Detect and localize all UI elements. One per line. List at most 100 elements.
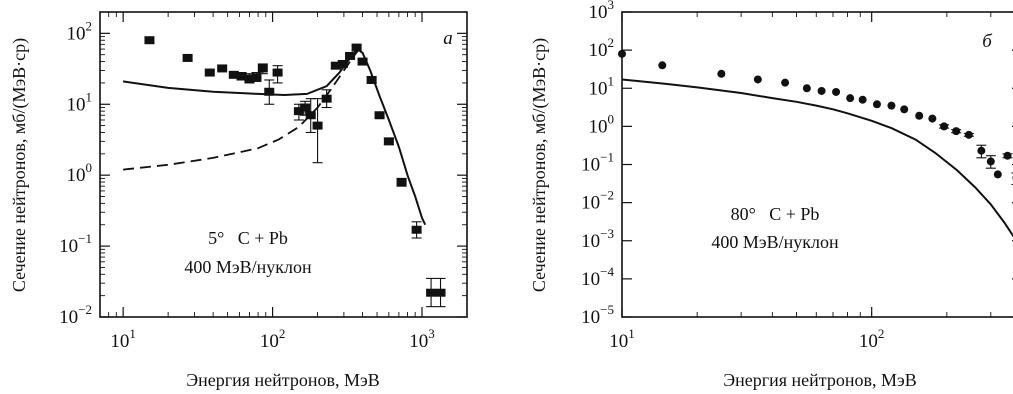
data-point <box>963 130 974 139</box>
square-marker <box>257 64 268 73</box>
circle-marker <box>993 170 1002 179</box>
y-tick-label: 10−1 <box>581 150 614 176</box>
square-marker <box>345 51 356 60</box>
circle-marker <box>1003 151 1012 160</box>
square-marker <box>264 87 275 96</box>
data-point <box>357 57 368 66</box>
circle-marker <box>872 100 881 109</box>
data-point <box>182 53 193 62</box>
circle-marker <box>887 101 896 110</box>
square-marker <box>272 68 283 77</box>
plot-frame-a <box>99 11 468 318</box>
data-point <box>396 177 407 187</box>
data-point <box>658 61 667 70</box>
y-tick-label: 10−2 <box>59 302 92 328</box>
square-marker <box>426 288 437 297</box>
ticks-b <box>621 11 1013 318</box>
square-marker <box>236 72 247 81</box>
square-marker <box>228 70 239 79</box>
y-tick-label: 10−1 <box>59 231 92 257</box>
data-point <box>858 95 867 104</box>
x-tick-label: 101 <box>110 326 136 352</box>
circle-marker <box>781 78 790 87</box>
ticks-a <box>99 11 468 318</box>
chart-panel-b: 101 102 10−5 10−4 10−3 10−2 10−1 100 101 102 103 Э… <box>529 0 1013 390</box>
data-point <box>366 75 377 84</box>
square-marker <box>321 94 332 103</box>
square-marker <box>144 36 155 45</box>
circle-marker <box>846 94 855 103</box>
x-tick-label: 101 <box>609 326 635 352</box>
square-marker <box>357 57 368 66</box>
data-point <box>383 137 394 146</box>
y-axis-label-b: Сечение нейтронов, мб/(МэВ·ср) <box>529 38 550 292</box>
square-marker <box>366 75 377 84</box>
data-point <box>204 68 215 77</box>
square-marker <box>351 43 362 52</box>
square-marker <box>305 111 316 120</box>
data-point <box>272 65 283 84</box>
x-axis-label-b: Энергия нейтронов, МэВ <box>723 370 917 390</box>
y-tick-label: 10−3 <box>581 226 614 252</box>
data-point <box>312 98 323 164</box>
y-tick-label: 100 <box>589 111 615 137</box>
circle-marker <box>977 146 986 155</box>
data-point <box>993 170 1002 179</box>
data-point <box>939 122 950 131</box>
data-point <box>976 144 987 159</box>
y-tick-label: 102 <box>589 35 615 61</box>
data-point <box>351 43 362 52</box>
data-point <box>1002 151 1013 160</box>
data-point <box>411 221 422 239</box>
tick-labels-a: 101 102 103 10−2 10−1 100 101 102 <box>59 18 435 352</box>
data-point <box>872 100 881 109</box>
circle-marker <box>915 111 924 120</box>
y-tick-label: 10−4 <box>581 264 614 290</box>
data-point <box>435 277 446 308</box>
data-point <box>228 70 239 79</box>
data-points-b <box>618 49 1013 185</box>
square-marker <box>435 288 446 297</box>
chart-panel-a: 101 102 103 10−2 10−1 100 101 102 Энергия нейтр… <box>9 11 468 390</box>
y-tick-label: 100 <box>67 160 93 186</box>
square-marker <box>396 178 407 187</box>
square-marker <box>312 121 323 130</box>
annotation-line1-a: 5° C + Pb <box>208 228 288 248</box>
square-marker <box>337 59 348 68</box>
plot-frame-b <box>621 11 1013 318</box>
tick-labels-b: 101 102 10−5 10−4 10−3 10−2 10−1 100 101 102 103 <box>581 0 884 352</box>
x-tick-label: 102 <box>260 326 286 352</box>
square-marker <box>204 68 215 77</box>
circle-marker <box>802 84 811 93</box>
circle-marker <box>832 87 841 96</box>
data-point <box>374 111 385 120</box>
data-points-a <box>144 36 446 308</box>
panel-letter-b: б <box>982 31 993 52</box>
data-point <box>846 94 855 103</box>
square-marker <box>251 73 262 82</box>
data-point <box>251 72 262 82</box>
data-point <box>426 277 437 308</box>
x-tick-label: 103 <box>409 326 435 352</box>
data-point <box>915 111 924 120</box>
data-point <box>753 75 762 84</box>
circle-marker <box>964 130 973 139</box>
data-point <box>928 114 937 123</box>
y-tick-label: 102 <box>67 18 93 44</box>
data-point <box>887 101 896 110</box>
x-tick-label: 102 <box>859 326 885 352</box>
circle-marker <box>717 69 726 78</box>
data-point <box>832 87 841 96</box>
data-point <box>345 51 356 60</box>
curves-b <box>622 78 1013 238</box>
square-marker <box>300 103 311 112</box>
x-axis-label-a: Энергия нейтронов, МэВ <box>186 370 380 390</box>
model-curve-dashed <box>123 48 360 171</box>
data-point <box>144 36 155 45</box>
circle-marker <box>817 86 826 95</box>
square-marker <box>411 225 422 234</box>
panel-letter-a: а <box>443 28 453 49</box>
data-point <box>985 155 996 169</box>
y-axis-label-a: Сечение нейтронов, мб/(МэВ·ср) <box>9 38 30 292</box>
